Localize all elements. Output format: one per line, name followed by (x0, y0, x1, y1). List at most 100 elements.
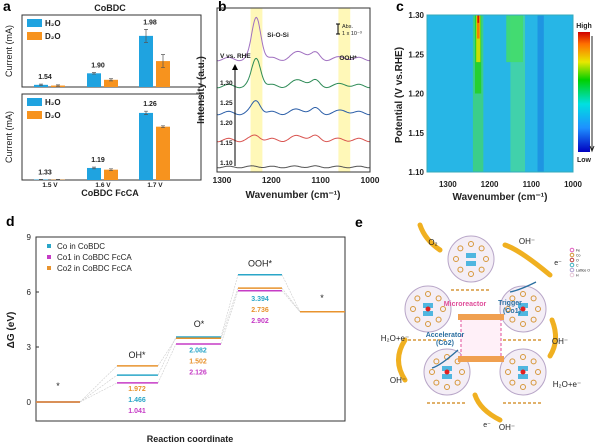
state-label: O* (194, 319, 205, 329)
x-tick-label: 1.6 V (95, 182, 111, 189)
y-tick-label: 1.15 (408, 129, 424, 138)
potential-label: 1.30 (220, 80, 233, 87)
co-atom (459, 369, 465, 375)
legend-label: D₂O (45, 32, 61, 41)
legend-label: Lattice O (576, 269, 590, 273)
reaction-arrow (472, 392, 503, 423)
x-tick-label: 1300 (439, 180, 457, 189)
panel-label-d: d (6, 213, 15, 229)
bar-H₂O (87, 73, 101, 87)
error-bar (92, 166, 96, 170)
connector (157, 338, 177, 367)
y-tick-label: 1.20 (408, 90, 424, 99)
co-atom (440, 306, 446, 312)
y-tick-label: 1.30 (408, 11, 424, 20)
step-energy-label: 2.082 (189, 348, 207, 355)
ratio-label: 1.26 (143, 101, 157, 108)
x-axis-label: CoBDC FcCA (81, 188, 139, 198)
x-tick-label: 1100 (523, 180, 541, 189)
potential-label: 1.25 (220, 100, 233, 107)
legend-label: Co (576, 254, 581, 258)
bar-D₂O (104, 79, 118, 87)
ratio-label: 1.54 (38, 74, 52, 81)
co-atom (414, 316, 421, 323)
plot-frame (216, 7, 371, 173)
reaction-arrow (417, 222, 443, 253)
connector (79, 382, 118, 403)
co-atom (535, 369, 541, 375)
error-bar (144, 110, 148, 115)
oh-label: OH⁻ (499, 423, 515, 432)
step-energy-label: 2.126 (189, 370, 207, 377)
trigger-label: Trigger (498, 300, 522, 307)
accelerator-arrow (431, 349, 459, 369)
spectrum-1.15 (216, 134, 371, 143)
state-label: * (56, 381, 60, 391)
x-tick-label: 1000 (361, 175, 380, 185)
bar-H₂O (34, 84, 48, 87)
legend-swatch (47, 244, 51, 248)
ligand (466, 253, 476, 258)
error-bar (161, 54, 165, 68)
colorbar (578, 32, 590, 152)
co-atom (454, 379, 461, 386)
legend-label: H₂O (45, 98, 61, 107)
potential-axis-title: V vs. RHE (220, 53, 251, 60)
reaction-arrow (502, 242, 553, 278)
mof-pore-cell (447, 235, 495, 291)
ligand (518, 311, 528, 316)
step-energy-label: 3.394 (251, 296, 269, 303)
scale-value: 1 x 10⁻³ (342, 31, 362, 37)
co-atom (444, 384, 450, 390)
y-axis-label: Current (mA) (4, 25, 14, 77)
legend-swatch (27, 98, 42, 106)
state-label: * (320, 293, 324, 303)
oxygen-atom (425, 306, 431, 312)
y-axis-label: ΔG (eV) (6, 312, 17, 349)
legend-marker (569, 272, 575, 278)
heatmap-cell (477, 15, 480, 39)
legend-swatch (27, 111, 42, 119)
legend-swatch (27, 19, 42, 27)
scale-label: Abs. (342, 24, 353, 30)
ligand (518, 366, 528, 371)
legend-label: H (576, 274, 579, 278)
legend-swatch (47, 266, 51, 270)
error-bar (56, 179, 60, 181)
ligand (442, 374, 452, 379)
layer (458, 314, 504, 320)
error-bar (56, 84, 60, 87)
legend-label: Co1 in CoBDC FcCA (57, 253, 132, 262)
co-atom (530, 358, 537, 365)
spectrum-1.30 (216, 16, 371, 62)
chart-title: CoBDC (94, 3, 126, 13)
heatmap-cell (477, 15, 480, 23)
panel-label-a: a (3, 0, 11, 14)
connector (157, 336, 177, 376)
error-bar (109, 168, 113, 171)
co-atom (429, 369, 435, 375)
y-axis-label: Current (mA) (4, 111, 14, 163)
band-label: OOH* (339, 55, 357, 62)
heatmap-background (427, 15, 573, 172)
bar-H₂O (87, 167, 101, 180)
plot-frame (35, 236, 346, 422)
bar-D₂O (156, 61, 170, 87)
ligand (518, 303, 528, 308)
scale-bar-icon (336, 23, 340, 35)
h2o-e-label: H₂O+e⁻ (553, 380, 581, 389)
co-atom (505, 306, 511, 312)
co-atom (505, 369, 511, 375)
y-tick-label: 1.25 (408, 50, 424, 59)
co-atom (468, 271, 474, 277)
potential-label: 1.10 (220, 160, 233, 167)
co-atom (530, 295, 537, 302)
error-bar (39, 83, 43, 86)
co-atom (433, 379, 440, 386)
oxygen-atom (520, 369, 526, 375)
oxygen-atom (444, 369, 450, 375)
step-energy-label: 2.736 (251, 307, 269, 314)
bar-H₂O (139, 35, 153, 87)
co-atom (535, 306, 541, 312)
